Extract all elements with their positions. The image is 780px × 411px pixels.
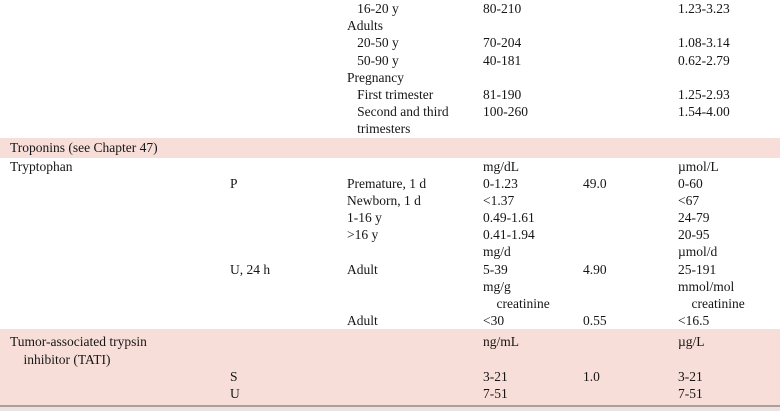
- table-row: creatinine creatinine: [0, 295, 780, 312]
- table-row: U, 24 h Adult 5-39 4.90 25-191: [0, 261, 780, 278]
- cell: Troponins (see Chapter 47): [10, 139, 158, 155]
- cell: Tryptophan: [10, 158, 73, 174]
- table-row: Adult <30 0.55 <16.5: [0, 312, 780, 329]
- cell: 50-90 y: [347, 52, 399, 68]
- cell: 70-204: [483, 35, 522, 51]
- table-row: P Premature, 1 d 0-1.23 49.0 0-60: [0, 175, 780, 192]
- cell: <16.5: [678, 313, 710, 329]
- cell: 1.54-4.00: [678, 104, 730, 120]
- cell: 20-95: [678, 227, 710, 243]
- cell: Adults: [347, 18, 384, 34]
- table-row: Pregnancy: [0, 69, 780, 86]
- cell: <30: [483, 313, 505, 329]
- cell: 4.90: [583, 261, 607, 277]
- table-row: Second and third 100-260 1.54-4.00: [0, 103, 780, 120]
- table-row: >16 y 0.41-1.94 20-95: [0, 226, 780, 243]
- table-row: S 3-21 1.0 3-21: [0, 368, 780, 385]
- cell: U, 24 h: [230, 261, 271, 277]
- cell: First trimester: [347, 86, 434, 102]
- table-row: inhibitor (TATI): [0, 351, 780, 368]
- cell: µmol/L: [678, 158, 719, 174]
- cell: Second and third: [347, 104, 449, 120]
- cell: µg/L: [678, 334, 705, 350]
- cell: Premature, 1 d: [347, 175, 427, 191]
- cell: Pregnancy: [347, 69, 404, 85]
- cell: >16 y: [347, 227, 379, 243]
- table-row: Tryptophan mg/dL µmol/L: [0, 158, 780, 175]
- cell: Adult: [347, 261, 378, 277]
- table-row: Tumor-associated trypsin ng/mL µg/L: [0, 333, 780, 350]
- cell: Adult: [347, 313, 378, 329]
- cell: 1.0: [583, 368, 600, 384]
- cell: 0.55: [583, 313, 607, 329]
- table-row: U 7-51 7-51: [0, 385, 780, 402]
- cell: 100-260: [483, 104, 528, 120]
- cell: 3-21: [483, 368, 508, 384]
- cell: µmol/d: [678, 244, 718, 260]
- cell: trimesters: [347, 121, 411, 137]
- cell: creatinine: [678, 296, 745, 311]
- table-row: Adults: [0, 17, 780, 34]
- cell: 81-190: [483, 86, 522, 102]
- cell: mg/g: [483, 278, 511, 294]
- table-bottom-edge: [0, 407, 780, 411]
- section-tati: Tumor-associated trypsin ng/mL µg/L inhibi…: [0, 329, 780, 411]
- cell: 80-210: [483, 1, 522, 16]
- cell: 3-21: [678, 368, 703, 384]
- cell: inhibitor (TATI): [10, 351, 111, 367]
- cell: <1.37: [483, 192, 515, 208]
- section-tryptophan-top-continuation: 16-20 y 80-210 1.23-3.23 Adults 20-50 y 70-2…: [0, 0, 780, 138]
- section-troponins: Troponins (see Chapter 47): [0, 137, 780, 158]
- cell: 0-1.23: [483, 175, 518, 191]
- cell: 7-51: [483, 385, 508, 401]
- cell: 1.08-3.14: [678, 35, 730, 51]
- table-bottom-rule: [0, 405, 780, 407]
- cell: U: [230, 385, 240, 401]
- cell: 1.25-2.93: [678, 86, 730, 102]
- cell: 1-16 y: [347, 210, 382, 226]
- table-row: 1-16 y 0.49-1.61 24-79: [0, 209, 780, 226]
- cell: 25-191: [678, 261, 717, 277]
- cell: 49.0: [583, 175, 607, 191]
- table-row: First trimester 81-190 1.25-2.93: [0, 86, 780, 103]
- table-row: 50-90 y 40-181 0.62-2.79: [0, 52, 780, 69]
- cell: creatinine: [483, 296, 550, 311]
- cell: <67: [678, 192, 700, 208]
- cell: 0.41-1.94: [483, 227, 535, 243]
- table-row: 20-50 y 70-204 1.08-3.14: [0, 34, 780, 51]
- table-row: mg/g mmol/mol: [0, 278, 780, 295]
- table-row: 16-20 y 80-210 1.23-3.23: [0, 0, 780, 17]
- cell: 1.23-3.23: [678, 1, 730, 16]
- table-row: Newborn, 1 d <1.37 <67: [0, 192, 780, 209]
- cell: 0-60: [678, 175, 703, 191]
- cell: 20-50 y: [347, 35, 399, 51]
- table-row: Troponins (see Chapter 47): [0, 138, 780, 158]
- cell: Newborn, 1 d: [347, 192, 421, 208]
- cell: 0.62-2.79: [678, 52, 730, 68]
- cell: 40-181: [483, 52, 522, 68]
- cell: P: [230, 175, 238, 191]
- cell: S: [230, 368, 238, 384]
- table-row: mg/d µmol/d: [0, 243, 780, 260]
- cell: ng/mL: [483, 334, 519, 350]
- cell: Tumor-associated trypsin: [10, 334, 147, 350]
- table-row: trimesters: [0, 120, 780, 137]
- cell: 7-51: [678, 385, 703, 401]
- section-tryptophan: Tryptophan mg/dL µmol/L P Premature, 1 d 0-1.…: [0, 158, 780, 330]
- cell: 24-79: [678, 210, 710, 226]
- cell: mmol/mol: [678, 278, 735, 294]
- cell: 5-39: [483, 261, 508, 277]
- cell: 0.49-1.61: [483, 210, 535, 226]
- cell: mg/d: [483, 244, 511, 260]
- cell: 16-20 y: [347, 1, 399, 16]
- cell: mg/dL: [483, 158, 519, 174]
